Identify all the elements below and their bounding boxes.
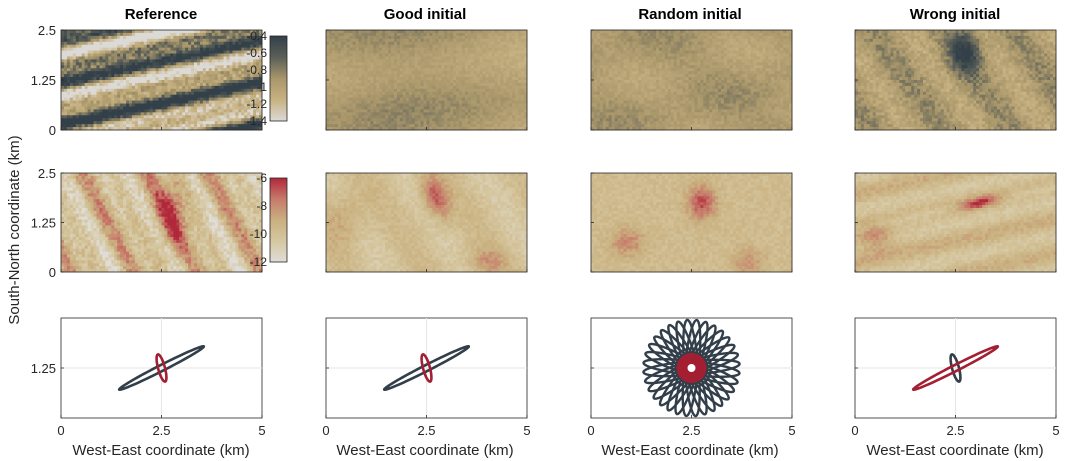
- flower-petal-13: [653, 335, 730, 401]
- column-titles: Reference Good initial Random initial Wr…: [125, 6, 1001, 23]
- flower-petal-5: [658, 329, 725, 407]
- y-tick-middle-2: 2.5: [38, 166, 56, 181]
- column-title-wrong-initial: Wrong initial: [910, 6, 1001, 23]
- x-axis-label-2: West-East coordinate (km): [336, 442, 513, 459]
- ellipse-panel-1: [60, 317, 263, 419]
- column-title-reference: Reference: [125, 6, 198, 23]
- x-axis-label-3: West-East coordinate (km): [601, 442, 778, 459]
- x-tick-1-2: 5: [258, 423, 265, 438]
- flower-petal-15: [644, 350, 739, 386]
- x-tick-1-1: 2.5: [152, 423, 170, 438]
- ellipse-2-1: [382, 344, 471, 392]
- panel-ticks-middle-1: [60, 172, 263, 273]
- x-tick-3-0: 0: [587, 423, 594, 438]
- colorbar-tick-middle-3: -12: [250, 255, 268, 269]
- y-tick-middle-1: 1.25: [31, 216, 56, 231]
- y-tick-middle-0: 0: [49, 265, 56, 280]
- panels: 0 1.25 2.5 -0.4 -0.6 -0.8 -1 -1.2 -1.4 0 1.25 2.5 -6…: [31, 23, 1060, 438]
- flower-inner-15: [677, 360, 706, 376]
- flower-petal-9: [682, 318, 701, 418]
- colorbar-top: -0.4 -0.6 -0.8 -1 -1.2 -1.4: [246, 29, 288, 128]
- y-axis-label: South-North coordinate (km): [6, 135, 23, 324]
- flower-petal-3: [647, 343, 736, 393]
- ellipse-panel-3: [590, 317, 793, 419]
- x-tick-3-1: 2.5: [682, 423, 700, 438]
- flower-petal-4: [652, 336, 731, 400]
- panel-ticks-top-3: [590, 29, 793, 131]
- colorbar-tick-middle-0: -6: [256, 171, 267, 185]
- flower-inner-16: [676, 361, 707, 375]
- ellipse-panel-2: [325, 317, 528, 419]
- colorbar-tick-middle-1: -8: [256, 199, 267, 213]
- flower-petal-7: [674, 320, 709, 416]
- x-tick-4-2: 5: [1052, 423, 1059, 438]
- flower-inner-12: [681, 355, 702, 381]
- panel-ticks-middle-4: [854, 172, 1057, 273]
- x-axis-label-1: West-East coordinate (km): [72, 442, 249, 459]
- x-axis-label-4: West-East coordinate (km): [866, 442, 1043, 459]
- flower-petal-1: [642, 358, 741, 378]
- ellipse-1-2: [155, 353, 168, 383]
- flower-petal-10: [675, 320, 708, 416]
- ellipse-1-1: [117, 344, 206, 392]
- x-tick-4-0: 0: [851, 423, 858, 438]
- colorbar-tick-top-4: -1.2: [246, 97, 267, 111]
- x-tick-2-0: 0: [322, 423, 329, 438]
- colorbar-tick-top-5: -1.4: [246, 114, 267, 128]
- colorbar-tick-top-0: -0.4: [246, 29, 267, 43]
- colorbar-tick-middle-2: -10: [250, 227, 268, 241]
- ellipse-4-1: [949, 353, 962, 383]
- colorbar-middle: -6 -8 -10 -12: [250, 171, 288, 269]
- panel-ticks-middle-2: [325, 172, 528, 273]
- ellipse-panel-4: [854, 317, 1057, 419]
- flower-petal-12: [659, 328, 724, 408]
- x-tick-4-1: 2.5: [946, 423, 964, 438]
- flower-inner-14: [678, 358, 705, 378]
- flower-petal-6: [666, 324, 717, 412]
- flower-petal-14: [647, 342, 736, 394]
- column-title-random-initial: Random initial: [638, 6, 741, 23]
- colorbar-tick-top-3: -1: [256, 80, 267, 94]
- heatmap-middle-2: [326, 173, 528, 273]
- y-tick-bottom: 1.25: [31, 361, 56, 376]
- y-tick-top-1: 1.25: [31, 73, 56, 88]
- heatmap-top-3: [591, 30, 793, 131]
- flower-center: [687, 364, 696, 372]
- y-tick-top-2: 2.5: [38, 23, 56, 38]
- heatmap-top-2: [326, 30, 528, 131]
- heatmap-middle-4: [855, 173, 1057, 273]
- x-tick-2-1: 2.5: [417, 423, 435, 438]
- flower-petal-8: [681, 318, 702, 418]
- heatmap-middle-3: [591, 173, 793, 273]
- ellipse-2-2: [420, 353, 433, 383]
- panel-ticks-top-2: [325, 29, 528, 131]
- x-tick-3-2: 5: [788, 423, 795, 438]
- heatmap-top-1: [61, 30, 263, 131]
- flower-petal-2: [643, 351, 740, 385]
- x-tick-2-2: 5: [523, 423, 530, 438]
- colorbar-tick-top-1: -0.6: [246, 46, 267, 60]
- flower-inner-13: [680, 356, 703, 380]
- panel-ticks-top-1: [60, 29, 263, 131]
- flower-petal-11: [667, 323, 716, 413]
- colorbar-tick-top-2: -0.8: [246, 63, 267, 77]
- panel-ticks-top-4: [854, 29, 1057, 131]
- y-tick-top-0: 0: [49, 123, 56, 138]
- heatmap-middle-1: [61, 173, 263, 273]
- flower-petal-16: [642, 358, 741, 378]
- column-title-good-initial: Good initial: [384, 6, 467, 23]
- panel-ticks-middle-3: [590, 172, 793, 273]
- x-tick-1-0: 0: [57, 423, 64, 438]
- heatmap-top-4: [855, 30, 1057, 131]
- ellipse-4-2: [911, 344, 1000, 392]
